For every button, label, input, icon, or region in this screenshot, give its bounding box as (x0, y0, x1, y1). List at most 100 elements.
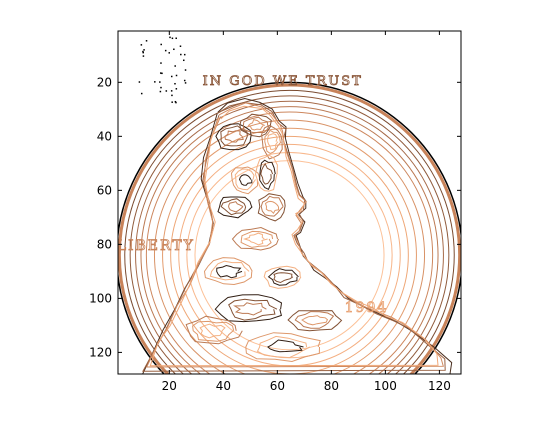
portrait-detail-contour (215, 123, 252, 151)
noise-speck (184, 82, 187, 84)
noise-speck (175, 101, 177, 104)
portrait-detail-contour (240, 230, 274, 248)
noise-speck (175, 74, 178, 77)
noise-speck (175, 88, 178, 90)
x-axis: 20 40 60 80 100 120 (162, 31, 451, 393)
x-tick-label: 100 (374, 379, 397, 393)
y-tick-label: 20 (97, 75, 112, 89)
noise-speck (165, 90, 168, 92)
axes-frame (117, 30, 462, 375)
noise-speck (171, 101, 173, 103)
noise-speck (138, 81, 141, 83)
noise-speck (174, 65, 176, 67)
portrait-detail-contour (199, 323, 226, 339)
noise-speck (142, 55, 145, 57)
noise-speck (183, 79, 186, 82)
portrait-detail-contour (263, 265, 302, 289)
rim-contour (154, 119, 425, 374)
y-tick-label: 100 (89, 291, 112, 305)
portrait-detail-contour (294, 311, 335, 329)
y-tick-label: 120 (89, 345, 112, 359)
portrait-detail-contour (243, 232, 268, 246)
noise-speck (161, 72, 163, 75)
portrait-detail-contour (216, 264, 243, 279)
noise-speck (183, 59, 185, 62)
x-tick-label: 60 (270, 379, 285, 393)
noise-speck (143, 49, 145, 51)
noise-speck (142, 50, 144, 53)
rim-contour (170, 135, 409, 374)
noise-speck (159, 72, 162, 74)
rim-contour (124, 89, 455, 374)
rim-outer-contour (118, 81, 461, 374)
portrait-contour (149, 105, 439, 367)
coin-inscriptions: IN GOD WE TRUST LIBERTY 1994 (117, 74, 387, 317)
portrait-detail-contour (220, 198, 247, 216)
x-tick-label: 120 (428, 379, 451, 393)
rim-contour (129, 95, 450, 374)
portrait-detail-contour (228, 298, 278, 321)
portrait-detail-contour (260, 195, 284, 217)
noise-speck (160, 62, 162, 64)
portrait-detail-contour (185, 315, 243, 345)
noise-speck (160, 43, 162, 46)
inscription-motto: IN GOD WE TRUST (203, 74, 363, 89)
portrait-detail-contour (231, 226, 279, 251)
noise-speck (142, 51, 144, 54)
portrait-detail-contour (264, 129, 282, 154)
noise-speck (184, 69, 187, 71)
noise-speck (175, 37, 177, 40)
noise-speck (160, 86, 162, 89)
portrait-detail-contour (257, 193, 286, 222)
portrait-detail-contour (230, 166, 261, 195)
noise-speck (174, 82, 176, 85)
portrait-detail-contour (261, 124, 283, 160)
portrait-detail-contour (228, 201, 244, 213)
portrait-detail-contour (267, 268, 299, 286)
y-axis: 20 40 60 80 100 120 (89, 75, 461, 359)
portrait-detail-contour (259, 159, 276, 190)
portrait-detail-contour (203, 257, 253, 286)
y-tick-label: 60 (97, 183, 112, 197)
rim-contour (135, 100, 444, 374)
noise-speck (171, 37, 174, 40)
x-tick-label: 20 (162, 379, 177, 393)
portrait-detail-contour (238, 174, 253, 186)
x-tick-label: 80 (324, 379, 339, 393)
portrait-detail-contour (301, 315, 329, 326)
noise-speck (173, 48, 175, 51)
noise-speck (180, 53, 182, 56)
portrait-detail-contour (264, 200, 280, 215)
y-tick-label: 80 (97, 237, 112, 251)
portrait-detail-contour (232, 302, 267, 316)
portrait-detail-contour (273, 272, 294, 284)
rim-edge-contour (118, 83, 461, 374)
noise-speck (159, 90, 162, 93)
noise-speck (159, 81, 161, 83)
noise-speck (140, 44, 143, 46)
noise-speck (179, 45, 182, 47)
noise-speck (169, 36, 171, 39)
rim-contour (145, 111, 434, 374)
portrait-detail-contour (245, 332, 321, 363)
portrait-detail-contour (287, 310, 343, 332)
y-tick-label: 40 (97, 129, 112, 143)
portrait-detail-contour (247, 118, 265, 131)
portrait-detail-contour (256, 335, 311, 359)
portrait-detail-contour (217, 196, 253, 219)
inscription-liberty: LIBERTY (117, 238, 195, 254)
portrait-detail-contour (239, 113, 272, 138)
rim-contour (140, 106, 439, 374)
contour-lines (118, 36, 461, 374)
portrait-detail-contour (209, 260, 250, 281)
portrait-detail-contour (214, 294, 283, 323)
x-tick-label: 40 (216, 379, 231, 393)
noise-speck (164, 49, 167, 52)
noise-speck (145, 40, 148, 42)
portrait-detail-contour (192, 320, 235, 342)
portrait-detail-contour (267, 133, 279, 151)
portrait-detail-contour (234, 168, 256, 191)
noise-speck (154, 81, 156, 83)
